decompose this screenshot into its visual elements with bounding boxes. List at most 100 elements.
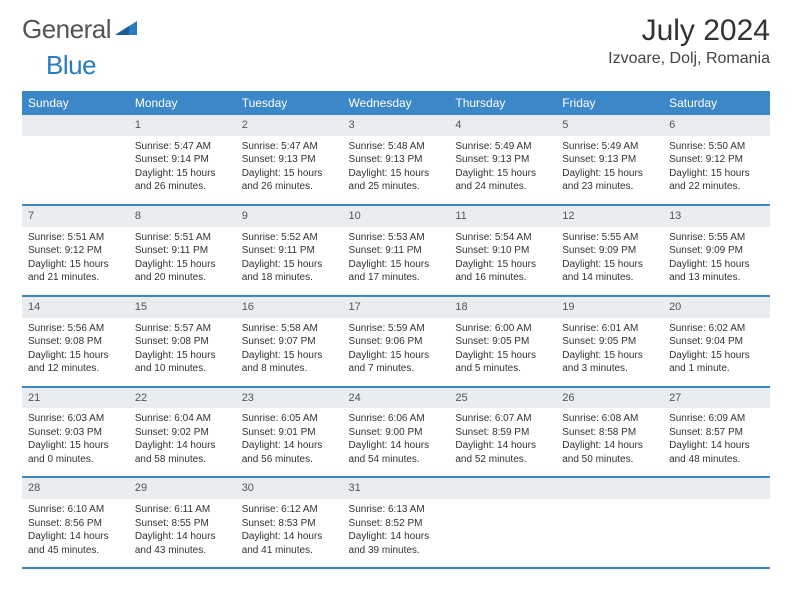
sunrise-line: Sunrise: 5:55 AM [562, 232, 638, 243]
sunset-line: Sunset: 9:03 PM [28, 427, 102, 438]
weekday-header: Wednesday [343, 91, 450, 115]
daylight-line: Daylight: 15 hours and 0 minutes. [28, 440, 109, 465]
sunset-line: Sunset: 9:02 PM [135, 427, 209, 438]
day-number: 23 [236, 388, 343, 409]
calendar-day-cell: 4 Sunrise: 5:49 AM Sunset: 9:13 PM Daylight… [449, 115, 556, 205]
calendar-day-cell: 28Sunrise: 6:10 AMSunset: 8:56 PMDayligh… [22, 477, 129, 568]
sunset-line: Sunset: 9:08 PM [28, 336, 102, 347]
day-number: 29 [129, 478, 236, 499]
sunrise-line: Sunrise: 5:57 AM [135, 323, 211, 334]
calendar-day-cell: 22Sunrise: 6:04 AMSunset: 9:02 PMDayligh… [129, 387, 236, 478]
sunset-line: Sunset: 9:13 PM [349, 154, 423, 165]
day-details: Sunrise: 5:47 AMSunset: 9:13 PMDaylight:… [236, 136, 343, 204]
sunrise-line: Sunrise: 5:49 AM [455, 141, 531, 152]
weekday-header: Thursday [449, 91, 556, 115]
day-number: 3 [343, 115, 450, 136]
logo-text-general: General [22, 14, 111, 45]
daylight-line: Daylight: 15 hours and 21 minutes. [28, 259, 109, 284]
day-number [22, 115, 129, 136]
day-number: 24 [343, 388, 450, 409]
sunset-line: Sunset: 9:13 PM [455, 154, 529, 165]
sunrise-line: Sunrise: 5:49 AM [562, 141, 638, 152]
calendar-week-row: 14Sunrise: 5:56 AMSunset: 9:08 PMDayligh… [22, 296, 770, 387]
daylight-line: Daylight: 15 hours and 13 minutes. [669, 259, 750, 284]
daylight-line: Daylight: 14 hours and 41 minutes. [242, 531, 323, 556]
sunrise-line: Sunrise: 5:51 AM [28, 232, 104, 243]
day-details [556, 499, 663, 557]
sunset-line: Sunset: 9:14 PM [135, 154, 209, 165]
calendar-body: 1Sunrise: 5:47 AMSunset: 9:14 PMDaylight… [22, 115, 770, 568]
calendar-week-row: 28Sunrise: 6:10 AMSunset: 8:56 PMDayligh… [22, 477, 770, 568]
day-number: 28 [22, 478, 129, 499]
day-details: Sunrise: 6:13 AMSunset: 8:52 PMDaylight:… [343, 499, 450, 567]
day-details: Sunrise: 5:57 AMSunset: 9:08 PMDaylight:… [129, 318, 236, 386]
calendar-day-cell: 11Sunrise: 5:54 AMSunset: 9:10 PMDayligh… [449, 205, 556, 296]
day-details: Sunrise: 5:54 AMSunset: 9:10 PMDaylight:… [449, 227, 556, 295]
calendar-day-cell: 30Sunrise: 6:12 AMSunset: 8:53 PMDayligh… [236, 477, 343, 568]
day-details: Sunrise: 6:00 AMSunset: 9:05 PMDaylight:… [449, 318, 556, 386]
day-number: 18 [449, 297, 556, 318]
daylight-line: Daylight: 15 hours and 7 minutes. [349, 350, 430, 375]
day-number: 4 [449, 115, 556, 136]
day-number [449, 478, 556, 499]
day-number: 6 [663, 115, 770, 136]
logo-mark-icon [115, 17, 137, 42]
sunrise-line: Sunrise: 6:05 AM [242, 413, 318, 424]
day-details: Sunrise: 6:04 AMSunset: 9:02 PMDaylight:… [129, 408, 236, 476]
daylight-line: Daylight: 14 hours and 54 minutes. [349, 440, 430, 465]
daylight-line: Daylight: 15 hours and 8 minutes. [242, 350, 323, 375]
day-number [663, 478, 770, 499]
sunset-line: Sunset: 9:00 PM [349, 427, 423, 438]
day-details: Sunrise: 6:09 AMSunset: 8:57 PMDaylight:… [663, 408, 770, 476]
daylight-line: Daylight: 14 hours and 50 minutes. [562, 440, 643, 465]
daylight-line: Daylight: 15 hours and 18 minutes. [242, 259, 323, 284]
daylight-line: Daylight: 14 hours and 43 minutes. [135, 531, 216, 556]
calendar-day-cell: 13Sunrise: 5:55 AMSunset: 9:09 PMDayligh… [663, 205, 770, 296]
calendar-day-cell [556, 477, 663, 568]
day-details: Sunrise: 6:10 AMSunset: 8:56 PMDaylight:… [22, 499, 129, 567]
daylight-line: Daylight: 15 hours and 24 minutes. [455, 168, 536, 193]
calendar-day-cell: 6Sunrise: 5:50 AMSunset: 9:12 PMDaylight… [663, 115, 770, 205]
sunset-line: Sunset: 9:10 PM [455, 245, 529, 256]
sunset-line: Sunset: 8:59 PM [455, 427, 529, 438]
day-number: 20 [663, 297, 770, 318]
calendar-day-cell: 23Sunrise: 6:05 AMSunset: 9:01 PMDayligh… [236, 387, 343, 478]
sunrise-line: Sunrise: 6:08 AM [562, 413, 638, 424]
daylight-line: Daylight: 15 hours and 14 minutes. [562, 259, 643, 284]
day-number: 7 [22, 206, 129, 227]
day-details: Sunrise: 6:11 AMSunset: 8:55 PMDaylight:… [129, 499, 236, 567]
day-details: Sunrise: 5:56 AMSunset: 9:08 PMDaylight:… [22, 318, 129, 386]
day-details [22, 136, 129, 194]
sunrise-line: Sunrise: 5:53 AM [349, 232, 425, 243]
calendar-day-cell: 9Sunrise: 5:52 AMSunset: 9:11 PMDaylight… [236, 205, 343, 296]
sunset-line: Sunset: 9:12 PM [669, 154, 743, 165]
calendar-day-cell: 26Sunrise: 6:08 AMSunset: 8:58 PMDayligh… [556, 387, 663, 478]
calendar-day-cell [663, 477, 770, 568]
day-details: Sunrise: 5:51 AMSunset: 9:11 PMDaylight:… [129, 227, 236, 295]
daylight-line: Daylight: 15 hours and 5 minutes. [455, 350, 536, 375]
day-number: 12 [556, 206, 663, 227]
day-number: 22 [129, 388, 236, 409]
day-number [556, 478, 663, 499]
sunset-line: Sunset: 9:06 PM [349, 336, 423, 347]
day-number: 13 [663, 206, 770, 227]
daylight-line: Daylight: 15 hours and 10 minutes. [135, 350, 216, 375]
day-number: 8 [129, 206, 236, 227]
calendar-day-cell: 5Sunrise: 5:49 AMSunset: 9:13 PMDaylight… [556, 115, 663, 205]
day-details [663, 499, 770, 557]
day-number: 10 [343, 206, 450, 227]
daylight-line: Daylight: 15 hours and 25 minutes. [349, 168, 430, 193]
day-details: Sunrise: 6:07 AMSunset: 8:59 PMDaylight:… [449, 408, 556, 476]
sunrise-line: Sunrise: 5:48 AM [349, 141, 425, 152]
calendar-day-cell: 24Sunrise: 6:06 AMSunset: 9:00 PMDayligh… [343, 387, 450, 478]
daylight-line: Daylight: 14 hours and 52 minutes. [455, 440, 536, 465]
daylight-line: Daylight: 14 hours and 58 minutes. [135, 440, 216, 465]
sunset-line: Sunset: 9:07 PM [242, 336, 316, 347]
sunrise-line: Sunrise: 5:58 AM [242, 323, 318, 334]
daylight-line: Daylight: 15 hours and 26 minutes. [135, 168, 216, 193]
sunset-line: Sunset: 9:09 PM [669, 245, 743, 256]
daylight-line: Daylight: 14 hours and 39 minutes. [349, 531, 430, 556]
calendar-table: SundayMondayTuesdayWednesdayThursdayFrid… [22, 91, 770, 569]
daylight-line: Daylight: 14 hours and 56 minutes. [242, 440, 323, 465]
day-details: Sunrise: 6:03 AMSunset: 9:03 PMDaylight:… [22, 408, 129, 476]
